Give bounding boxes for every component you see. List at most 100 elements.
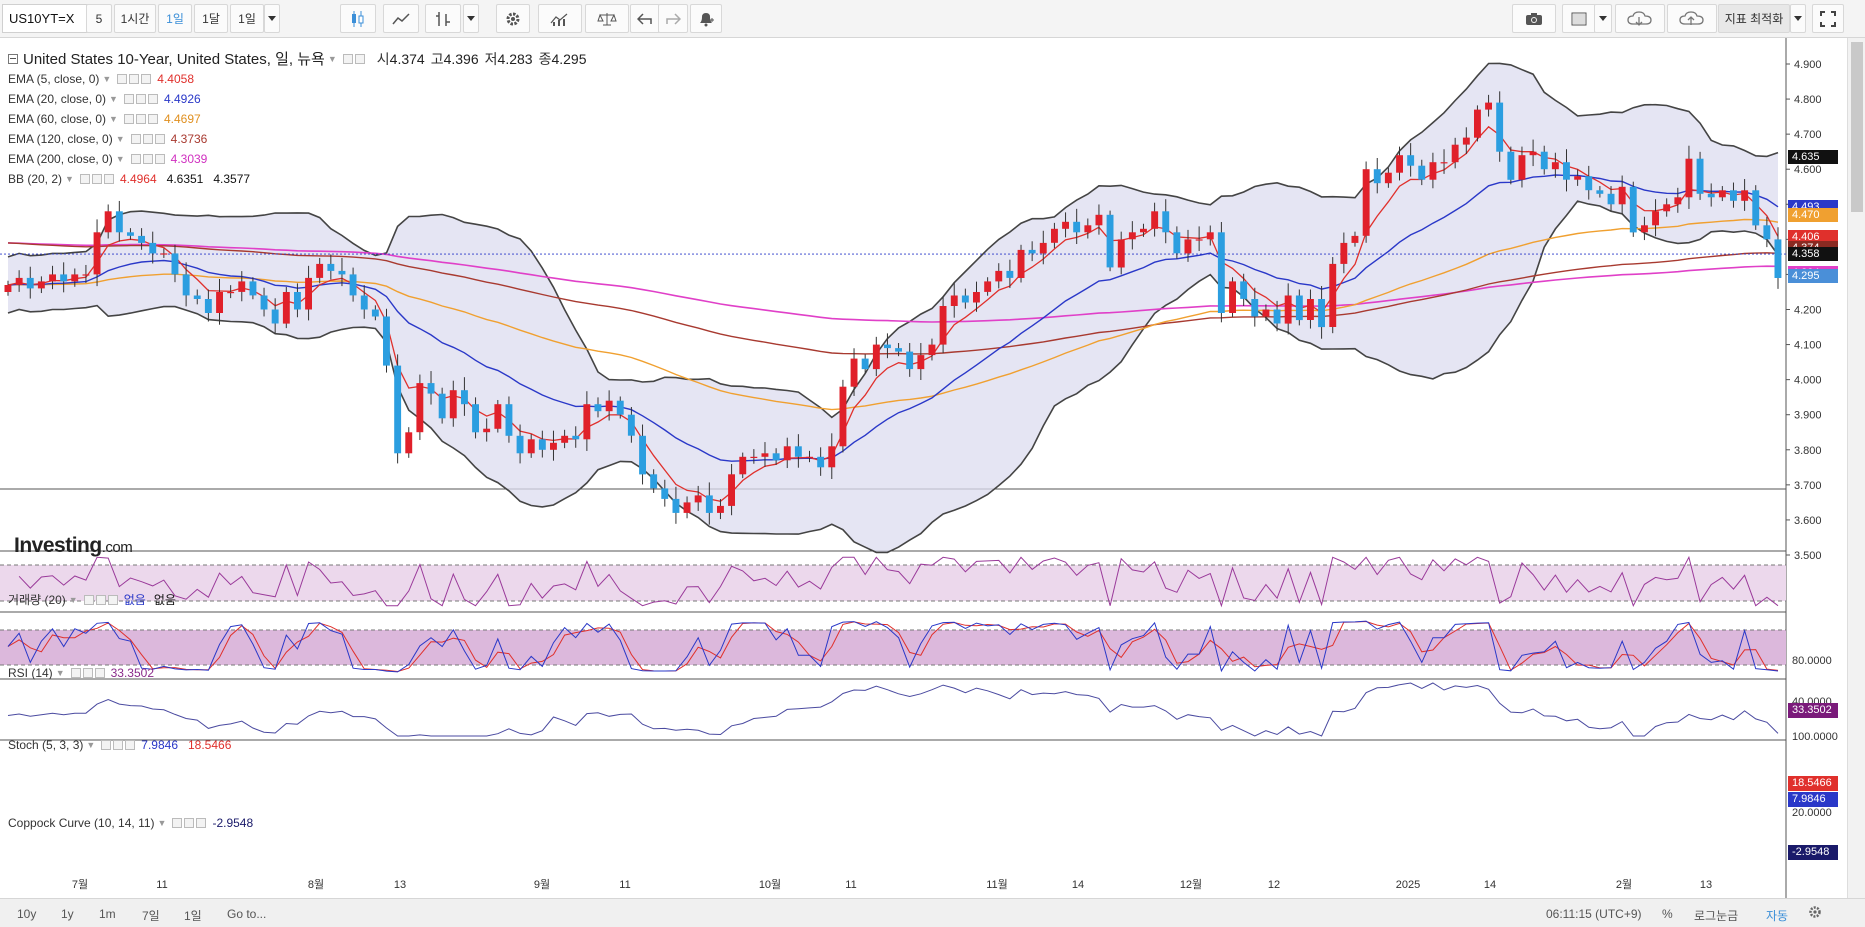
legend-volume-value-1: 없음 <box>123 593 146 607</box>
optimize-button[interactable]: 지표 최적화 <box>1718 4 1790 33</box>
gear-icon[interactable] <box>496 4 530 33</box>
candle-body <box>193 295 201 299</box>
chevron-down-icon[interactable] <box>1790 4 1806 33</box>
candle-body <box>594 404 602 412</box>
range-1y[interactable]: 1y <box>61 907 74 921</box>
undo-icon[interactable] <box>630 4 660 33</box>
range-10y[interactable]: 10y <box>17 907 37 921</box>
chevron-down-icon[interactable] <box>264 4 280 33</box>
legend-rsi-value: 33.3502 <box>110 666 154 680</box>
x-tick-label: 11 <box>619 879 630 891</box>
candle-body <box>895 348 902 352</box>
line-chart-icon[interactable] <box>383 4 419 33</box>
range-7d[interactable]: 7일 <box>142 909 160 923</box>
legend-stoch[interactable]: Stoch (5, 3, 3) ▼ 7.9846 18.5466 <box>8 738 232 752</box>
main-legend: United States 10-Year, United States, 일,… <box>8 48 587 69</box>
candle-body <box>516 435 524 454</box>
chevron-down-icon[interactable] <box>463 4 479 33</box>
candle-body <box>672 498 680 513</box>
legend-ema200[interactable]: EMA (200, close, 0) ▼ 4.3039 <box>8 152 208 166</box>
y-tick-label: 3.900 <box>1794 410 1822 422</box>
scrollbar[interactable] <box>1847 38 1865 898</box>
collapse-icon[interactable] <box>8 53 18 64</box>
interval-1hour[interactable]: 1시간 <box>114 4 156 33</box>
legend-ema60[interactable]: EMA (60, close, 0) ▼ 4.4697 <box>8 112 201 126</box>
candle-body <box>71 274 79 282</box>
candle-body <box>483 428 491 433</box>
candle-body <box>394 365 402 454</box>
range-1m[interactable]: 1m <box>99 907 116 921</box>
candle-body <box>1295 295 1303 321</box>
candle-body <box>1095 214 1103 226</box>
chart-canvas[interactable]: 4.9004.8004.7004.6004.5004.4004.3004.200… <box>0 38 1847 898</box>
candle-body <box>238 281 246 292</box>
ohlc-high-value: 4.396 <box>443 50 479 67</box>
candle-body <box>1496 102 1504 152</box>
y-tick-label: 4.100 <box>1794 340 1822 352</box>
legend-volume[interactable]: 거래량 (20) ▼ 없음 없음 <box>8 593 176 607</box>
balance-icon[interactable] <box>585 4 629 33</box>
interval-1day[interactable]: 1일 <box>158 4 192 33</box>
layout-icon[interactable] <box>1562 4 1596 33</box>
candle-body <box>806 456 813 458</box>
chevron-down-icon[interactable]: ▼ <box>327 53 337 64</box>
price-tag: 4.295 <box>1788 269 1838 284</box>
cloud-download-icon[interactable] <box>1615 4 1665 33</box>
candles-icon[interactable] <box>340 4 376 33</box>
candle-body <box>772 453 780 461</box>
candle-body <box>1485 102 1492 110</box>
interval-selector[interactable]: 1일 <box>230 4 264 33</box>
legend-ema5[interactable]: EMA (5, close, 0) ▼ 4.4058 <box>8 72 194 86</box>
legend-buttons[interactable] <box>342 53 365 64</box>
gear-icon[interactable] <box>1808 905 1822 922</box>
symbol-input[interactable] <box>2 4 98 33</box>
candle-body <box>1685 158 1693 198</box>
candle-body <box>1752 190 1760 226</box>
cloud-upload-icon[interactable] <box>1667 4 1717 33</box>
bar-chart-icon[interactable] <box>425 4 461 33</box>
log-toggle[interactable]: 로그눈금 <box>1694 909 1739 923</box>
candle-body <box>505 404 513 436</box>
x-tick-label: 2025 <box>1396 879 1420 891</box>
candle-body <box>15 277 23 285</box>
candle-body <box>995 270 1003 282</box>
candle-body <box>939 306 947 345</box>
indicators-icon[interactable] <box>538 4 582 33</box>
range-1d[interactable]: 1일 <box>184 909 202 923</box>
interval-1month[interactable]: 1달 <box>194 4 228 33</box>
chevron-down-icon[interactable] <box>1594 4 1612 33</box>
candle-body <box>1173 232 1181 254</box>
candle-body <box>1140 228 1147 233</box>
interval-5[interactable]: 5 <box>86 4 112 33</box>
x-tick-label: 11 <box>845 879 856 891</box>
camera-icon[interactable] <box>1512 4 1556 33</box>
legend-ema120[interactable]: EMA (120, close, 0) ▼ 4.3736 <box>8 132 208 146</box>
ema120-line <box>7 242 1779 355</box>
legend-ema20[interactable]: EMA (20, close, 0) ▼ 4.4926 <box>8 92 201 106</box>
x-tick-label: 11 <box>156 879 167 891</box>
candle-body <box>1051 228 1058 243</box>
legend-stoch-d: 18.5466 <box>188 738 232 752</box>
coppock-axis-top: 20.0000 <box>1792 807 1832 819</box>
legend-coppock[interactable]: Coppock Curve (10, 14, 11) ▼ -2.9548 <box>8 816 254 830</box>
auto-toggle[interactable]: 자동 <box>1766 909 1789 923</box>
candle-body <box>1741 190 1749 201</box>
percent-toggle[interactable]: % <box>1662 907 1673 921</box>
candle-body <box>1217 232 1225 313</box>
legend-rsi[interactable]: RSI (14) ▼ 33.3502 <box>8 666 154 680</box>
ohlc-open-label: 시 <box>376 50 390 67</box>
x-tick-label: 8월 <box>308 878 324 891</box>
candle-body <box>138 235 145 243</box>
legend-bb[interactable]: BB (20, 2) ▼ 4.4964 4.6351 4.3577 <box>8 172 251 186</box>
candle-body <box>49 274 56 282</box>
candle-body <box>538 439 546 450</box>
redo-icon[interactable] <box>658 4 688 33</box>
goto-button[interactable]: Go to... <box>227 907 267 921</box>
fullscreen-icon[interactable] <box>1812 4 1844 33</box>
x-tick-label: 13 <box>1700 879 1712 891</box>
legend-ema5-name: EMA (5, close, 0) <box>8 72 100 86</box>
alert-icon[interactable] <box>690 4 722 33</box>
scroll-thumb[interactable] <box>1851 42 1863 212</box>
ohlc-open-value: 4.374 <box>389 50 425 67</box>
ema200-line <box>7 242 1779 323</box>
